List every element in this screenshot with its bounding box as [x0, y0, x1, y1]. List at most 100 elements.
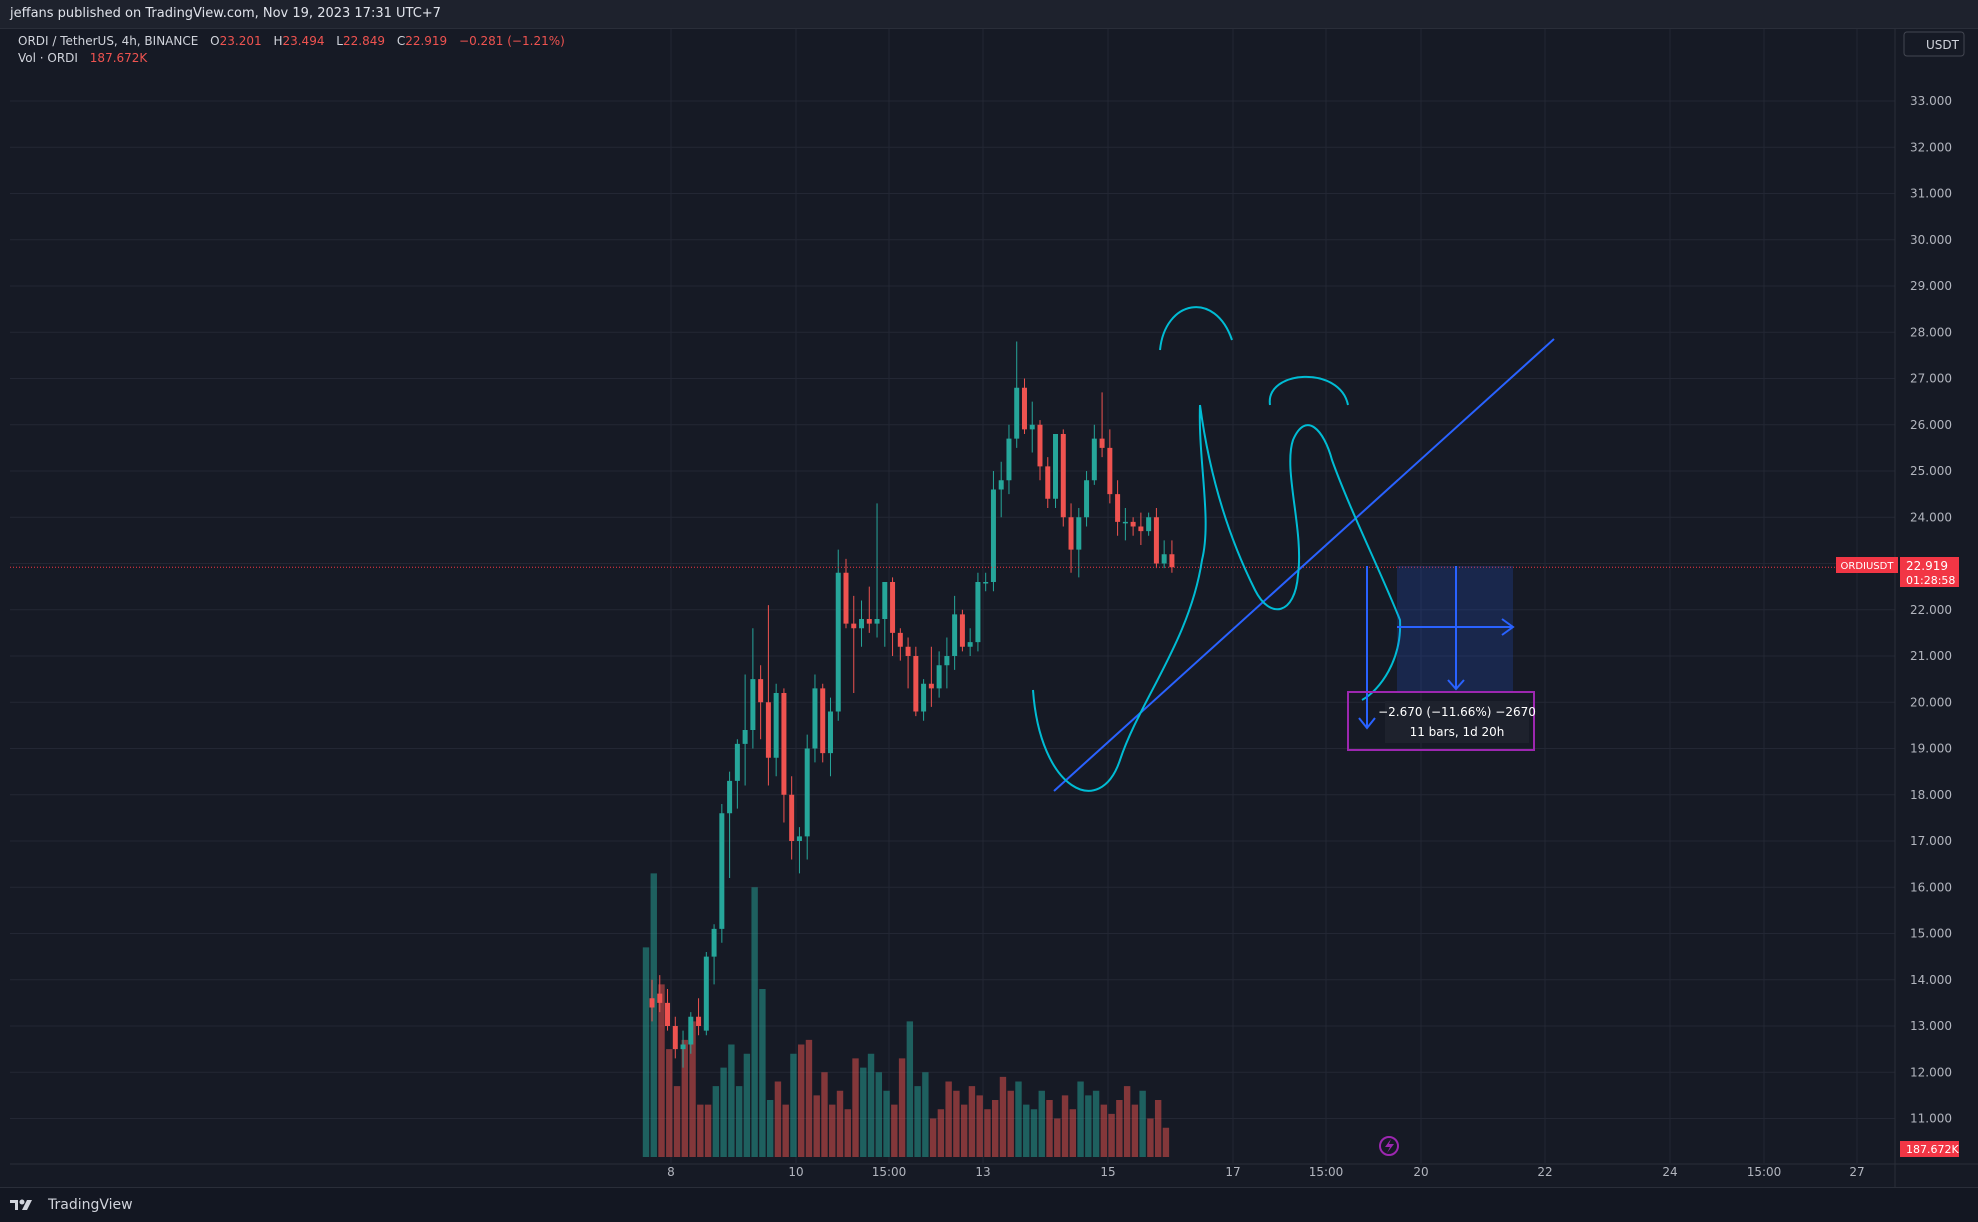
volume-series [642, 873, 1170, 1157]
candle-body [765, 702, 771, 758]
tradingview-logo-icon [10, 1199, 32, 1210]
brand-name: TradingView [48, 1197, 133, 1213]
volume-bar [1139, 1090, 1146, 1157]
volume-bar [883, 1090, 890, 1157]
candle-body [1107, 447, 1113, 495]
candle-body [1091, 438, 1097, 481]
candle-body [703, 956, 709, 1031]
legend-h-value: 23.494 [282, 34, 324, 48]
candle-body [890, 582, 896, 633]
y-tick-label: 32.000 [1910, 140, 1952, 154]
volume-bar [976, 1095, 983, 1157]
volume-bar [1123, 1086, 1131, 1157]
candle-body [734, 743, 740, 781]
lightning-icon[interactable] [1379, 1136, 1399, 1156]
volume-bar [1147, 1118, 1154, 1157]
volume-bar [689, 1021, 696, 1157]
volume-bar [813, 1095, 820, 1157]
volume-bar [704, 1104, 712, 1157]
currency-button-bg[interactable] [1903, 31, 1965, 57]
volume-bar [1085, 1095, 1092, 1157]
trendline-drawing[interactable] [1053, 338, 1555, 792]
volume-bar [1015, 1081, 1022, 1157]
candle-body [851, 623, 857, 629]
y-tick-label: 19.000 [1910, 742, 1952, 756]
candle-body [983, 582, 989, 584]
volume-bar [929, 1118, 937, 1157]
candle-body [804, 748, 810, 837]
y-tick-label: 24.000 [1910, 510, 1952, 524]
candle-body [789, 794, 795, 841]
publish-line: jeffans published on TradingView.com, No… [10, 6, 441, 21]
candle-body [657, 993, 663, 1003]
price-symbol-tag: ORDIUSDT [1841, 561, 1895, 572]
candle-body [967, 642, 973, 647]
volume-bar [642, 947, 650, 1157]
candle-body [1014, 387, 1020, 439]
volume-bar [1046, 1100, 1053, 1157]
volume-bar [992, 1100, 999, 1157]
volume-bar [666, 1049, 673, 1157]
volume-bar [984, 1109, 991, 1157]
candle-body [843, 572, 849, 624]
candle-body [897, 632, 903, 647]
x-tick-label: 8 [667, 1165, 675, 1179]
currency-button[interactable]: USDT [1926, 38, 1960, 52]
candle-body [727, 780, 733, 814]
candle-body [1006, 438, 1012, 481]
candle-body [1115, 494, 1121, 522]
candle-body [1161, 554, 1167, 564]
volume-bar [751, 887, 758, 1157]
candle-body [990, 489, 996, 582]
x-tick-label: 22 [1537, 1165, 1552, 1179]
footer-bar: TradingView [0, 1187, 1978, 1222]
x-tick-label: 15:00 [1747, 1165, 1782, 1179]
candle-body [649, 998, 655, 1008]
candle-body [820, 688, 826, 754]
candle-body [781, 693, 787, 795]
volume-bar [1162, 1127, 1170, 1157]
head-shoulders-sketch[interactable] [1032, 306, 1402, 792]
candle-body [719, 813, 725, 929]
measure-box[interactable] [1347, 691, 1535, 751]
legend-vol-label: Vol · ORDI [18, 51, 78, 65]
y-tick-label: 25.000 [1910, 464, 1952, 478]
volume-bar [1069, 1109, 1076, 1157]
y-tick-label: 16.000 [1910, 880, 1952, 894]
volume-bar [697, 1104, 704, 1157]
lightning-glyph [1385, 1139, 1394, 1153]
candle-body [1045, 466, 1051, 499]
candle-body [688, 1016, 694, 1045]
candle-body [1068, 517, 1074, 550]
volume-bar [844, 1109, 851, 1157]
volume-bar [728, 1044, 735, 1157]
time-axis: 8 10 15:00 13 15 17 15:00 20 22 24 15:00 27 [667, 1165, 1864, 1179]
candle-body [952, 614, 958, 656]
volume-bar [1077, 1081, 1084, 1157]
y-tick-label: 11.000 [1910, 1112, 1952, 1126]
candle-body [1122, 521, 1128, 524]
candle-body [921, 683, 927, 712]
measure-label-bg [1385, 701, 1529, 743]
legend-h-label: H [273, 34, 282, 48]
tradingview-brand[interactable]: TradingView [10, 1197, 133, 1213]
y-tick-label: 12.000 [1910, 1065, 1952, 1079]
volume-bar [968, 1086, 976, 1157]
volume-bar [945, 1081, 952, 1157]
x-tick-label: 27 [1849, 1165, 1864, 1179]
y-tick-label: 29.000 [1910, 279, 1952, 293]
volume-legend: Vol · ORDI 187.672K [18, 51, 148, 65]
price-axis: 11.000 12.000 13.000 14.000 15.000 16.000 17.0… [1910, 94, 1952, 1126]
volume-bar [860, 1067, 867, 1157]
candle-body [913, 656, 919, 712]
candle-body [835, 572, 841, 712]
candle-body [1060, 434, 1066, 518]
price-symbol-tag-bg [1836, 557, 1898, 573]
legend-o-label: O [210, 34, 219, 48]
volume-bar [898, 1058, 906, 1157]
candle-body [1153, 517, 1159, 564]
x-tick-label: 15 [1100, 1165, 1115, 1179]
candle-body [773, 693, 779, 758]
candle-body [1021, 387, 1027, 430]
